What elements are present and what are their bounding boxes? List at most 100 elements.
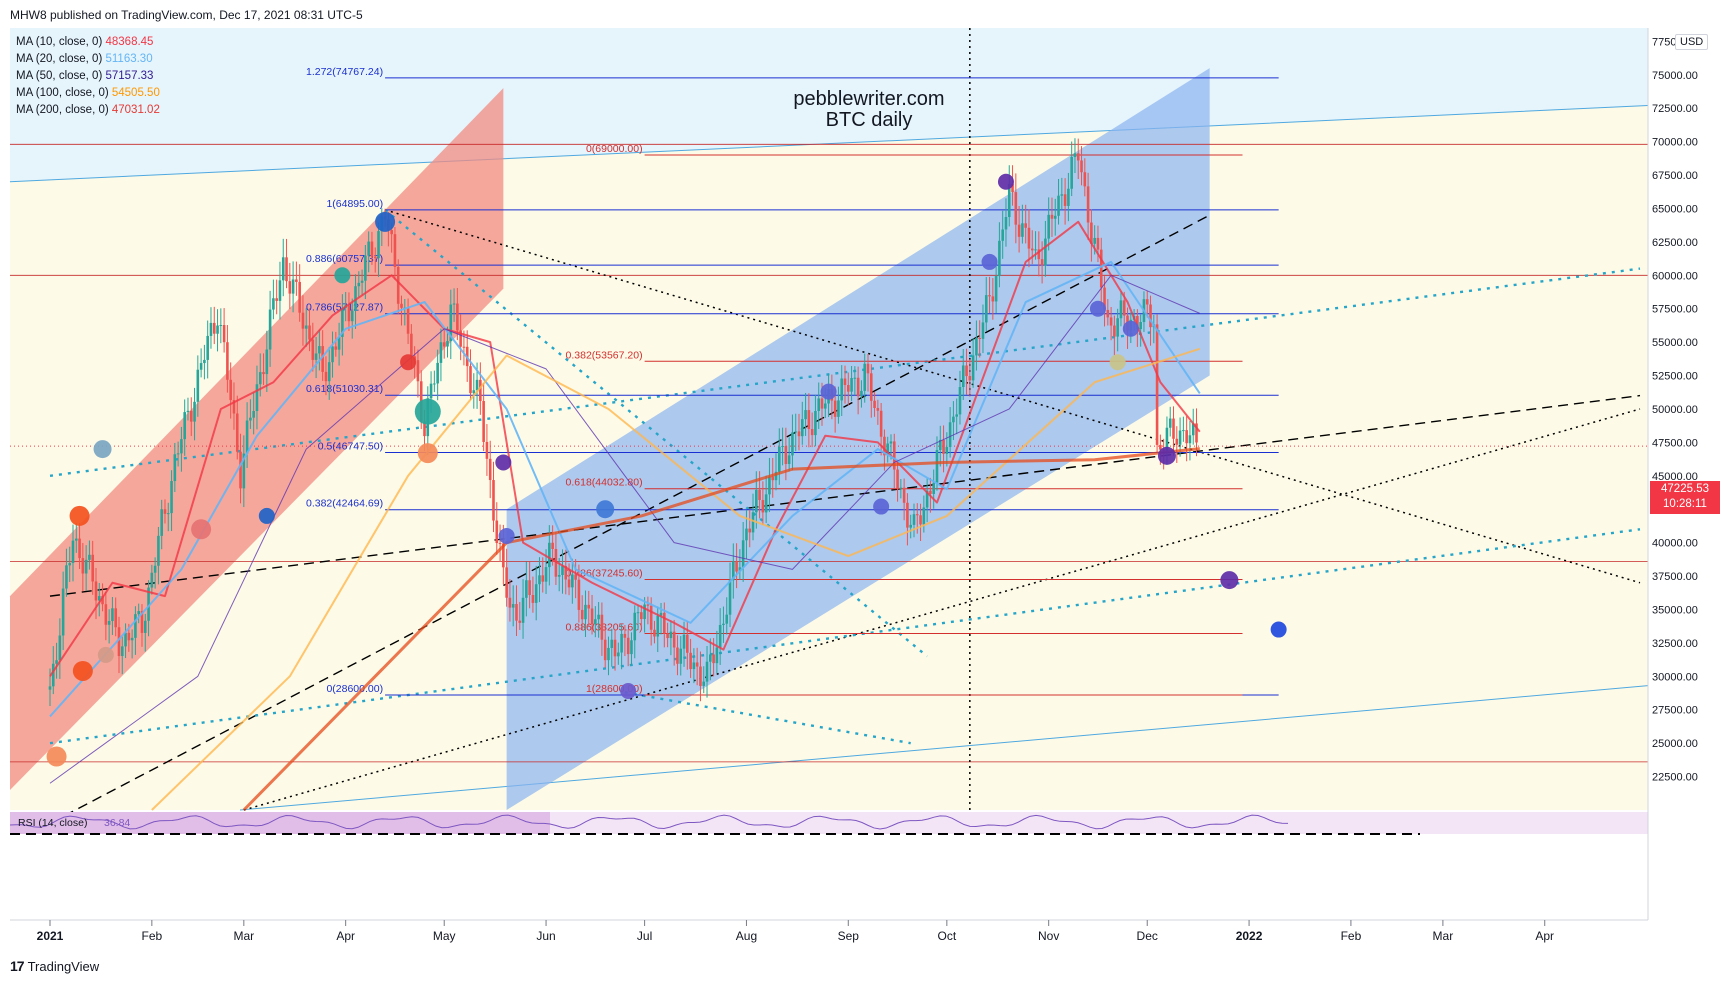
ma-legend-row-1[interactable]: MA (20, close, 0) 51163.30: [16, 51, 160, 68]
tradingview-footer[interactable]: 17 TradingView: [10, 958, 99, 974]
candle-body: [1050, 214, 1054, 219]
ma-legend-label: MA (200, close, 0): [16, 104, 112, 116]
candle-body: [285, 257, 288, 282]
candle-body: [751, 512, 755, 533]
candle-body: [442, 342, 446, 347]
candle-body: [679, 648, 683, 664]
candle-body: [278, 280, 282, 301]
candle-body: [373, 256, 377, 259]
candle-body: [613, 639, 617, 657]
candle-body: [206, 335, 209, 360]
cyan-dotted-floor: [624, 691, 911, 745]
candle-body: [998, 240, 1001, 277]
candle-body: [544, 567, 548, 582]
x-tick-label-15: Apr: [1535, 929, 1554, 943]
candle-body: [511, 604, 515, 608]
candle-body: [741, 540, 745, 568]
candle-body: [686, 634, 689, 653]
candle-body: [945, 447, 949, 454]
candle-body: [176, 453, 180, 455]
ma-legend-row-4[interactable]: MA (200, close, 0) 47031.02: [16, 102, 160, 119]
candle-body: [1014, 192, 1018, 225]
candle-body: [249, 417, 252, 421]
candle-body: [245, 420, 249, 454]
candle-body: [314, 353, 318, 360]
x-tick-label-3: Apr: [336, 929, 355, 943]
y-tick-label-9: 45000.00: [1652, 471, 1698, 483]
candle-body: [55, 660, 58, 664]
candle-body: [1030, 248, 1034, 251]
ma-50-line: [49, 274, 1200, 784]
candle-body: [1090, 222, 1093, 244]
candle-body: [938, 439, 942, 451]
cyan-dotted-lower: [49, 528, 1641, 745]
candle-body: [929, 490, 932, 494]
candle-body: [180, 439, 183, 454]
candle-body: [347, 305, 351, 322]
candle-body: [561, 566, 564, 575]
annotation-dot-16: [820, 383, 837, 400]
ma-legend-row-0[interactable]: MA (10, close, 0) 48368.45: [16, 34, 160, 51]
candle-body: [1040, 259, 1044, 266]
rsi-band: [10, 812, 550, 834]
candle-body: [843, 378, 847, 386]
candle-body: [111, 608, 114, 622]
candle-body: [291, 279, 295, 294]
candle-body: [869, 373, 873, 401]
candle-body: [653, 629, 656, 637]
annotation-dot-6: [258, 507, 275, 524]
last-price-badge: 47225.53 10:28:11: [1650, 481, 1720, 514]
y-tick-label-7: 40000.00: [1652, 538, 1698, 550]
candle-body: [515, 604, 518, 621]
candle-body: [114, 608, 118, 628]
candle-body: [160, 509, 163, 536]
footer-brand: TradingView: [27, 958, 100, 974]
candle-body: [449, 304, 453, 342]
candle-body: [1178, 430, 1182, 445]
candle-body: [97, 596, 101, 601]
fib-blue-label-2: 0.886(60757.37): [306, 253, 383, 265]
candle-body: [682, 634, 686, 649]
candle-body: [774, 471, 778, 481]
candle-body: [725, 614, 729, 624]
candle-body: [272, 298, 275, 310]
watermark-line1: pebblewriter.com: [793, 88, 944, 110]
candle-body: [794, 431, 798, 433]
candle-body: [883, 436, 886, 456]
candle-body: [1067, 188, 1070, 206]
candle-body: [186, 410, 190, 413]
candle-body: [636, 612, 640, 614]
candle-body: [367, 241, 370, 256]
candle-body: [817, 398, 821, 411]
currency-label[interactable]: USD: [1675, 34, 1709, 50]
candle-body: [574, 574, 577, 580]
candle-body: [1113, 325, 1116, 337]
candle-body: [915, 514, 919, 516]
candle-body: [183, 412, 186, 440]
candle-body: [715, 647, 719, 664]
rsi-label: RSI (14, close): [18, 817, 87, 829]
candle-body: [239, 451, 242, 489]
y-tick-label-2: 27500.00: [1652, 705, 1698, 717]
ma-legend-row-3[interactable]: MA (100, close, 0) 54505.50: [16, 85, 160, 102]
candle-body: [804, 410, 807, 420]
candle-body: [456, 303, 459, 331]
candle-body: [777, 446, 781, 472]
candle-body: [452, 303, 456, 305]
candle-body: [350, 311, 354, 322]
candle-body: [672, 631, 676, 648]
ma-legend-row-2[interactable]: MA (50, close, 0) 57157.33: [16, 68, 160, 85]
fib-blue-label-6: 0.382(42464.69): [306, 498, 383, 510]
ma-legend-label: MA (10, close, 0): [16, 36, 106, 48]
watermark-line2: BTC daily: [826, 109, 913, 131]
fib-blue-label-1: 1(64895.00): [326, 198, 383, 210]
candle-body: [810, 429, 814, 436]
candle-body: [1083, 172, 1087, 187]
candle-body: [265, 349, 269, 375]
candle-body: [173, 454, 177, 482]
candle-body: [65, 565, 68, 589]
annotation-dot-9: [97, 646, 114, 663]
candle-body: [242, 453, 246, 489]
annotation-dot-7: [93, 440, 112, 459]
